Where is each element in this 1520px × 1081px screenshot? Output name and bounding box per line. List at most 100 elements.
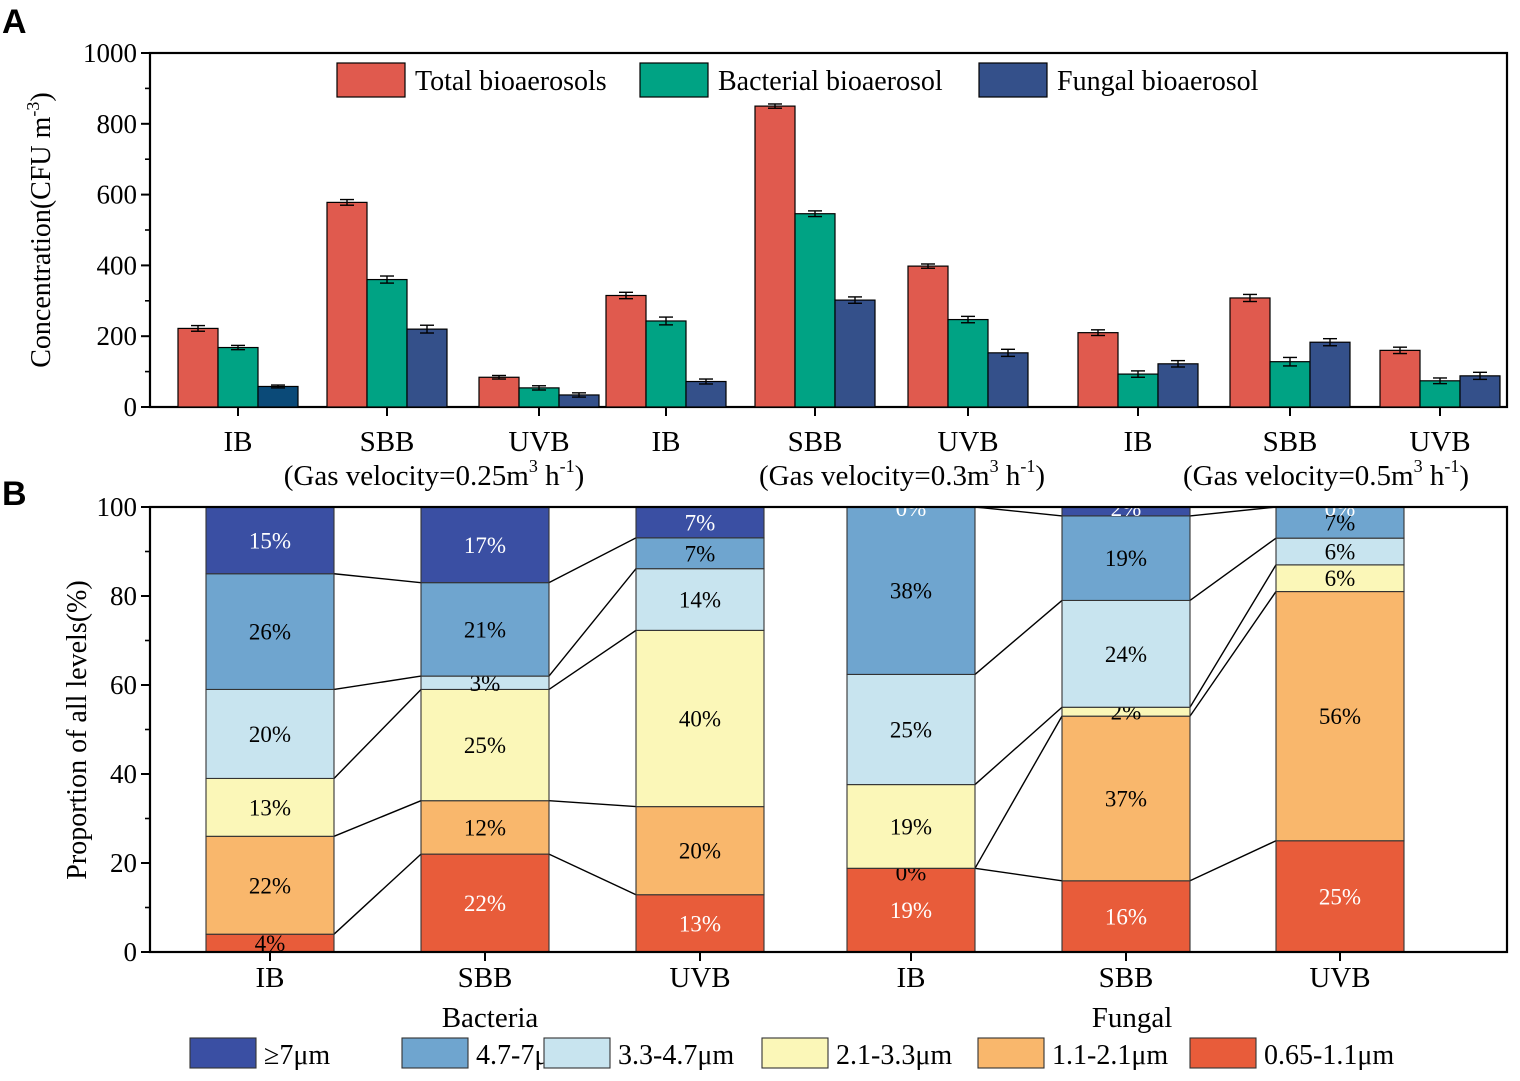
panel-b: B4%22%13%20%26%15%22%12%25%3%21%17%13%20… <box>2 475 1509 1071</box>
stack-segment <box>1275 590 1405 842</box>
segment-label: 0% <box>896 496 927 521</box>
connector-line <box>1189 537 1277 602</box>
legend-swatch-b <box>401 1037 469 1069</box>
y-tick-label-a: 800 <box>97 109 138 139</box>
legend-swatch-a <box>639 62 709 98</box>
stack-segment <box>846 673 976 786</box>
legend-label-b: 2.1-3.3μm <box>836 1040 952 1071</box>
segment-label: 26% <box>249 620 291 645</box>
stack-segment <box>205 573 335 690</box>
segment-label: 40% <box>679 706 721 731</box>
segment-label: 7% <box>1325 511 1356 536</box>
segment-label: 16% <box>1105 904 1147 929</box>
segment-label: 22% <box>249 873 291 898</box>
connector-line <box>1189 506 1277 517</box>
y-tick-label-b: 80 <box>110 581 137 611</box>
segment-label: 20% <box>679 839 721 864</box>
connector-line <box>974 599 1063 675</box>
y-tick-label-b: 40 <box>110 759 137 789</box>
x-category-label-a: UVB <box>508 426 569 458</box>
bar-fungal <box>1309 341 1351 408</box>
group-label-a: (Gas velocity=0.5m3 h-1) <box>1183 456 1469 492</box>
segment-label: 56% <box>1319 704 1361 729</box>
stack-segment <box>420 582 550 677</box>
bar-total <box>1077 332 1119 408</box>
segment-label: 2% <box>1111 496 1142 521</box>
segment-label: 25% <box>890 718 932 743</box>
legend-swatch-b <box>189 1037 257 1069</box>
segment-label: 38% <box>890 579 932 604</box>
y-axis-title-a: Concentration(CFU m-3) <box>23 92 57 368</box>
bar-fungal <box>257 385 299 408</box>
x-category-label-a: SBB <box>360 426 415 458</box>
bar-fungal <box>406 328 448 408</box>
stack-segment <box>420 506 550 584</box>
connector-line <box>1189 591 1277 717</box>
segment-label: 14% <box>679 588 721 613</box>
bar-bacterial <box>1269 361 1311 408</box>
connector-line <box>548 629 637 691</box>
stack-segment <box>205 777 335 837</box>
connector-line <box>333 853 422 935</box>
legend-swatch-b <box>1189 1037 1257 1069</box>
stack-segment <box>635 629 765 808</box>
y-tick-label-b: 20 <box>110 848 137 878</box>
x-category-label-a: UVB <box>937 426 998 458</box>
stack-segment <box>1275 840 1405 953</box>
y-tick-label-b: 60 <box>110 670 137 700</box>
bar-total <box>478 376 520 408</box>
legend-swatch-b <box>543 1037 611 1069</box>
connector-line <box>333 573 422 584</box>
bar-fungal <box>685 380 727 408</box>
y-tick-label-a: 0 <box>124 392 138 422</box>
stack-segment <box>1061 599 1191 708</box>
x-category-label-b: IB <box>256 962 285 994</box>
legend-label-b: 1.1-2.1μm <box>1052 1040 1168 1071</box>
bar-bacterial <box>366 278 408 408</box>
bar-bacterial <box>947 318 989 408</box>
y-axis-title-b: Proportion of all levels(%) <box>62 580 93 879</box>
bar-total <box>907 265 949 408</box>
connector-line <box>548 853 637 896</box>
x-category-label-a: IB <box>652 426 681 458</box>
stack-segment <box>1061 515 1191 602</box>
segment-label: 19% <box>1105 546 1147 571</box>
stack-segment <box>635 568 765 631</box>
connector-line <box>974 867 1063 882</box>
bar-fungal <box>1459 375 1501 408</box>
connector-line <box>548 800 637 808</box>
legend-label-a: Fungal bioaerosol <box>1057 66 1259 97</box>
y-tick-label-a: 400 <box>97 250 138 280</box>
connector-line <box>548 537 637 584</box>
x-category-label-b: SBB <box>458 962 513 994</box>
bar-fungal <box>1157 363 1199 408</box>
legend-label-a: Bacterial bioaerosol <box>718 66 943 97</box>
segment-label: 19% <box>890 898 932 923</box>
y-tick-label-b: 100 <box>97 492 138 522</box>
stack-segment <box>205 835 335 935</box>
segment-label: 13% <box>249 795 291 820</box>
bar-total <box>326 201 368 408</box>
group-label-a: (Gas velocity=0.3m3 h-1) <box>759 456 1045 492</box>
stack-segment <box>1061 715 1191 882</box>
x-category-label-a: SBB <box>1263 426 1318 458</box>
segment-label: 7% <box>685 541 716 566</box>
segment-label: 6% <box>1325 566 1356 591</box>
x-category-label-b: IB <box>897 962 926 994</box>
segment-label: 6% <box>1325 540 1356 565</box>
stack-segment <box>635 537 765 570</box>
segment-label: 13% <box>679 911 721 936</box>
segment-label: 12% <box>464 815 506 840</box>
connector-line <box>974 506 1063 517</box>
y-tick-label-a: 1000 <box>83 38 137 68</box>
stack-segment <box>635 894 765 953</box>
bar-fungal <box>834 299 876 408</box>
legend-label-b: 0.65-1.1μm <box>1264 1040 1394 1071</box>
y-tick-label-a: 200 <box>97 321 138 351</box>
connector-line <box>974 706 1063 786</box>
segment-label: 20% <box>249 722 291 747</box>
bar-bacterial <box>1117 373 1159 408</box>
stack-segment <box>420 853 550 953</box>
bar-bacterial <box>1419 380 1461 408</box>
